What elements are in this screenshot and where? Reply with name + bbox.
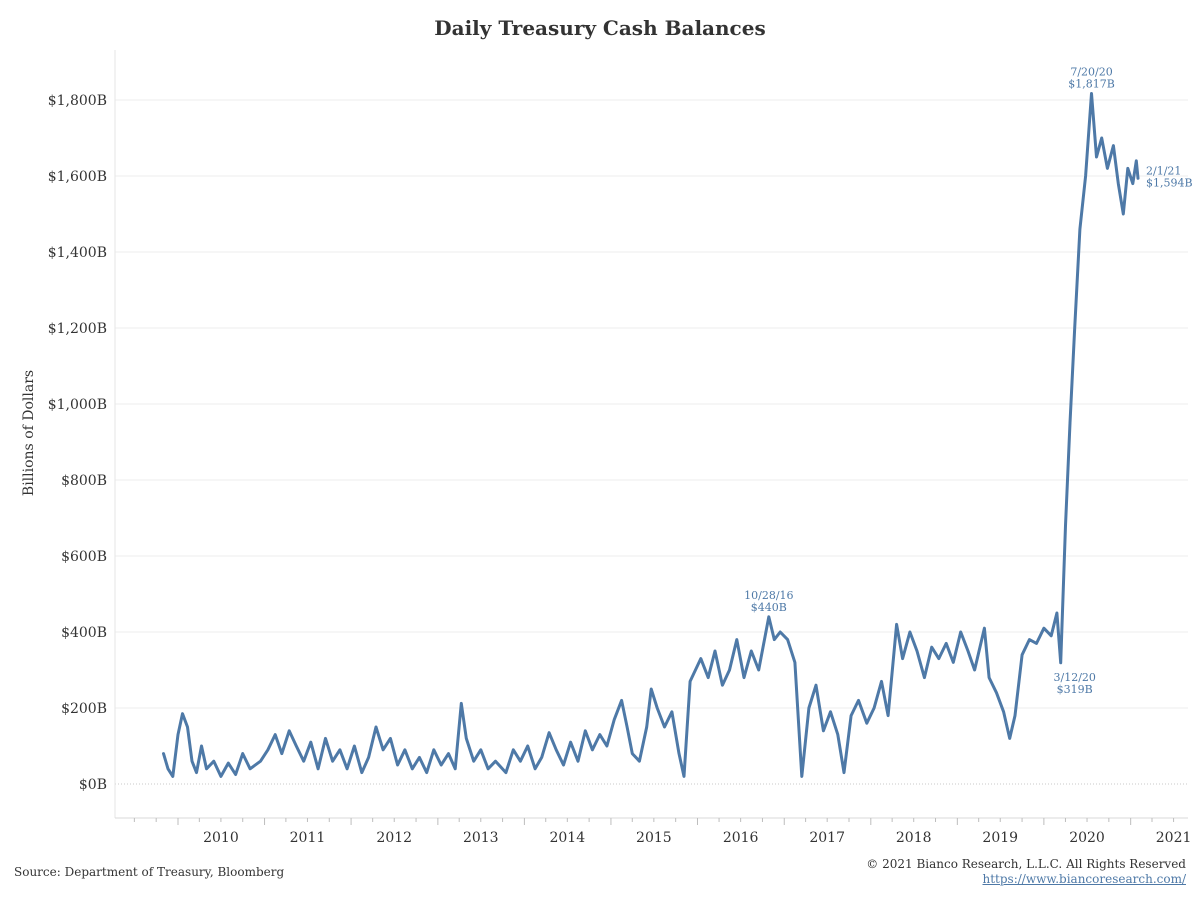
annotation-date: 3/12/20 — [1054, 671, 1096, 684]
x-tick-label: 2018 — [896, 830, 932, 846]
annotation-value: $1,817B — [1068, 78, 1115, 91]
annotation-value: $440B — [751, 601, 787, 614]
x-tick-label: 2016 — [723, 830, 759, 846]
x-tick-label: 2010 — [203, 830, 239, 846]
y-tick-label: $1,600B — [48, 169, 107, 185]
source-note: Source: Department of Treasury, Bloomber… — [14, 865, 285, 879]
annotation-date: 7/20/20 — [1070, 66, 1112, 79]
y-tick-label: $600B — [61, 549, 107, 565]
y-tick-label: $1,800B — [48, 93, 107, 109]
annotation-date: 10/28/16 — [744, 589, 793, 602]
annotation-value: $319B — [1057, 683, 1093, 696]
gridlines — [115, 99, 1188, 785]
y-tick-label: $1,400B — [48, 245, 107, 261]
annotation-value: $1,594B — [1146, 176, 1193, 189]
chart-title: Daily Treasury Cash Balances — [434, 16, 766, 40]
y-tick-label: $0B — [79, 777, 107, 793]
y-tick-label: $200B — [61, 701, 107, 717]
series-line — [162, 92, 1140, 778]
axes — [114, 50, 1188, 825]
x-tick-label: 2020 — [1069, 830, 1105, 846]
x-tick-label: 2019 — [982, 830, 1018, 846]
x-tick-label: 2011 — [290, 830, 326, 846]
y-tick-label: $1,200B — [48, 321, 107, 337]
y-tick-label: $400B — [61, 625, 107, 641]
y-tick-label: $1,000B — [48, 397, 107, 413]
x-tick-label: 2012 — [376, 830, 412, 846]
x-tick-label: 2013 — [463, 830, 499, 846]
x-tick-label: 2014 — [549, 830, 585, 846]
annotations: 10/28/16$440B 3/12/20$319B 7/20/20$1,817B 2… — [744, 66, 1192, 696]
annotation-date: 2/1/21 — [1146, 164, 1181, 177]
x-tick-label: 2017 — [809, 830, 845, 846]
series-layer — [162, 92, 1140, 778]
y-tick-label: $800B — [61, 473, 107, 489]
copyright-notice: © 2021 Bianco Research, L.L.C. All Right… — [866, 857, 1186, 871]
x-tick-label: 2015 — [636, 830, 672, 846]
x-tick-label: 2021 — [1156, 830, 1192, 846]
x-tick-labels: 2010 2011 2012 2013 2014 2015 2016 2017 2018 2019… — [203, 830, 1191, 846]
y-tick-labels: $0B $200B $400B $600B $800B $1,000B $1,200B $1,… — [48, 93, 107, 793]
website-link[interactable]: https://www.biancoresearch.com/ — [982, 872, 1186, 886]
